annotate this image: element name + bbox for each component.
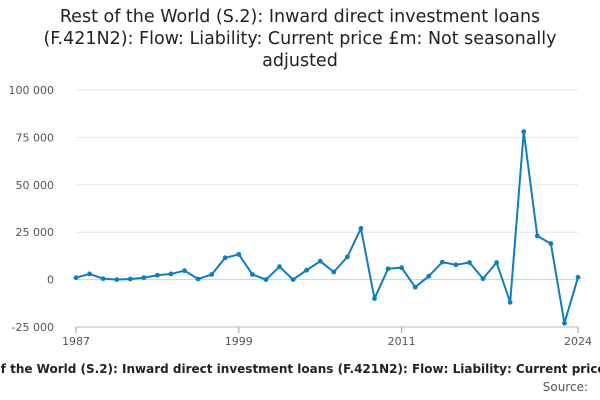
x-tick-label: 2024 <box>564 335 592 348</box>
data-point[interactable] <box>127 276 133 282</box>
data-point[interactable] <box>236 251 242 257</box>
y-tick-label: 100 000 <box>9 84 55 97</box>
data-point[interactable] <box>534 233 540 239</box>
source-label: Source: <box>542 380 588 394</box>
x-tick-label: 2011 <box>388 335 416 348</box>
data-point[interactable] <box>100 276 106 282</box>
data-point[interactable] <box>507 299 513 305</box>
data-point[interactable] <box>480 276 486 282</box>
y-tick-label: -25 000 <box>12 321 54 334</box>
data-point[interactable] <box>317 258 323 264</box>
y-tick-label: 0 <box>47 274 54 287</box>
data-point[interactable] <box>304 267 310 273</box>
x-tick-label: 1987 <box>62 335 90 348</box>
series-layer <box>73 129 581 326</box>
data-point[interactable] <box>182 268 187 274</box>
data-point[interactable] <box>155 272 160 278</box>
data-point[interactable] <box>426 273 432 279</box>
data-point[interactable] <box>494 260 499 265</box>
y-axis-ticks: 100 000 75 000 50 000 25 000 0 -25 000 <box>9 84 55 334</box>
x-axis-ticks: 1987 1999 2011 2024 <box>62 327 592 348</box>
data-point[interactable] <box>249 272 255 277</box>
legend-entry: Rest of the World (S.2): Inward direct i… <box>0 362 600 376</box>
series-line <box>75 130 579 325</box>
data-point[interactable] <box>344 254 350 260</box>
x-tick-label: 1999 <box>225 335 253 348</box>
legend: Rest of the World (S.2): Inward direct i… <box>0 362 600 380</box>
data-point[interactable] <box>263 277 269 282</box>
data-point[interactable] <box>521 129 527 135</box>
data-point[interactable] <box>358 226 364 231</box>
y-tick-label: 25 000 <box>16 226 55 239</box>
data-point[interactable] <box>73 275 79 281</box>
data-point[interactable] <box>562 320 567 326</box>
y-tick-label: 50 000 <box>16 179 55 192</box>
data-point[interactable] <box>168 271 174 277</box>
chart-title: Rest of the World (S.2): Inward direct i… <box>43 7 557 71</box>
data-point[interactable] <box>114 277 120 282</box>
data-point[interactable] <box>87 271 92 277</box>
data-point[interactable] <box>412 284 418 290</box>
data-point[interactable] <box>548 241 554 246</box>
data-point[interactable] <box>209 272 215 277</box>
data-point[interactable] <box>290 277 296 282</box>
gridlines <box>76 89 578 328</box>
data-point[interactable] <box>385 266 391 272</box>
data-point[interactable] <box>372 296 377 301</box>
data-point[interactable] <box>222 255 228 261</box>
data-point[interactable] <box>141 275 147 281</box>
data-point[interactable] <box>453 262 459 268</box>
data-point[interactable] <box>195 276 201 282</box>
data-point[interactable] <box>575 274 581 280</box>
data-point[interactable] <box>331 269 337 275</box>
data-point[interactable] <box>277 264 282 270</box>
data-point[interactable] <box>467 260 472 265</box>
data-point[interactable] <box>439 259 445 265</box>
data-point[interactable] <box>399 265 405 271</box>
y-tick-label: 75 000 <box>16 131 55 144</box>
